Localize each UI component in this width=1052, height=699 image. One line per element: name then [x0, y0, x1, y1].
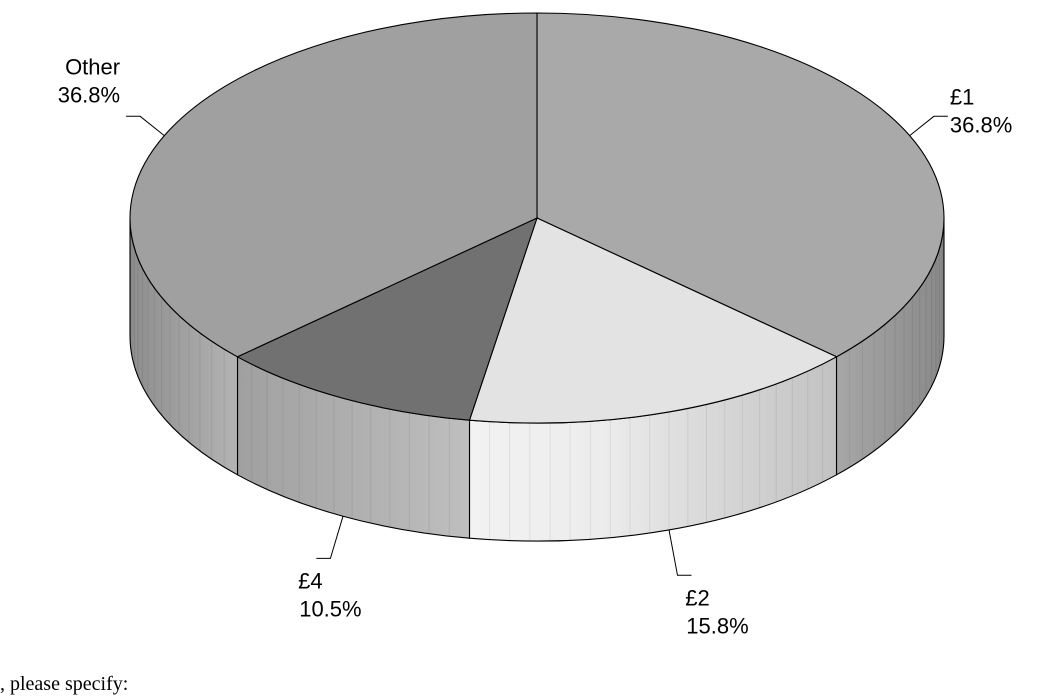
footer-fragment-text: , please specify: [0, 673, 129, 695]
leader-line [668, 529, 692, 576]
slice-label: £2 [685, 585, 709, 610]
slice-wall [237, 356, 470, 539]
pie-side-walls [129, 217, 945, 542]
slice-value-label: 36.8% [950, 112, 1012, 137]
slice-value-label: 15.8% [686, 613, 748, 638]
slice-top [536, 12, 945, 358]
slice-wall [130, 218, 238, 475]
slice-value-label: 36.8% [58, 82, 120, 107]
label-leader-lines [126, 115, 948, 576]
slice-top [468, 217, 838, 424]
slice-label: £1 [950, 84, 974, 109]
slice-wall [836, 218, 944, 475]
leader-line [126, 115, 165, 136]
slice-wall [469, 356, 837, 542]
leader-line [316, 516, 344, 559]
slice-labels: £1 36.8% £2 15.8% £4 10.5% Other 36.8% [58, 54, 1013, 638]
slice-label: Other [65, 54, 120, 79]
slice-label: £4 [298, 568, 322, 593]
slice-top [129, 12, 538, 358]
leader-line [909, 115, 948, 136]
slice-top [236, 216, 538, 421]
slice-value-label: 10.5% [299, 596, 361, 621]
pie-top-faces [129, 12, 945, 424]
